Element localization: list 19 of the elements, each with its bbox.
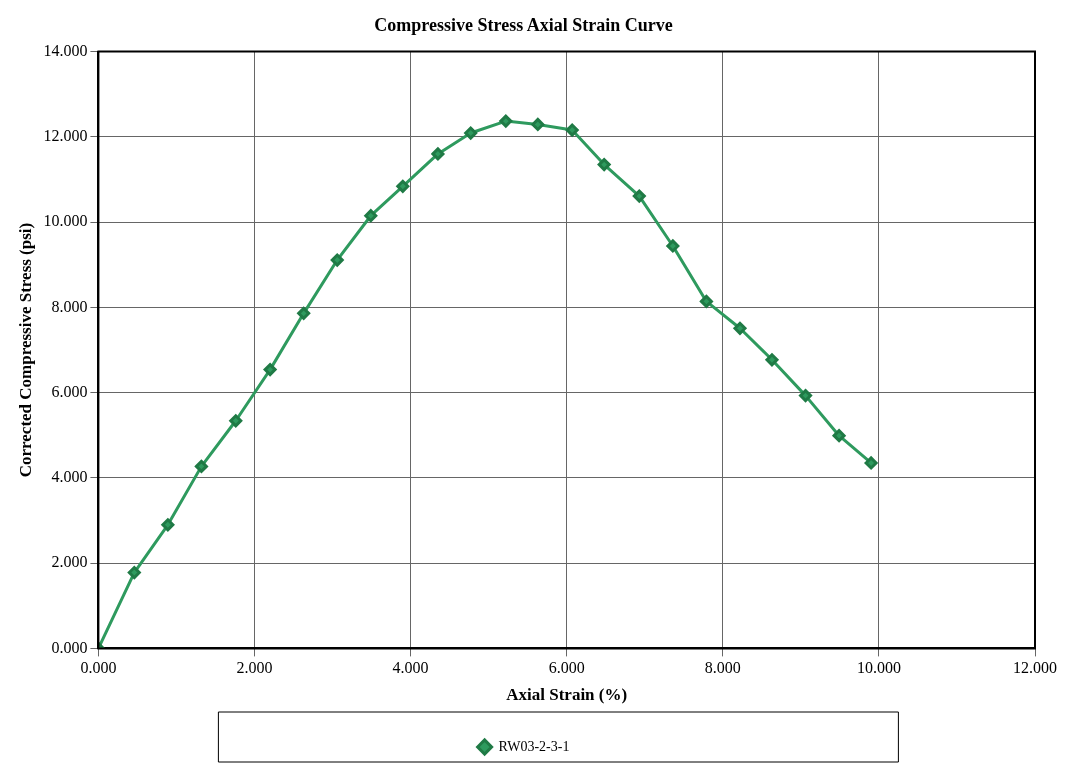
y-tick-label: 0.000 <box>51 638 88 656</box>
y-axis-title: Corrected Compressive Stress (psi) <box>15 222 35 478</box>
x-tick-label: 10.000 <box>856 659 901 677</box>
y-tick-label: 6.000 <box>51 382 88 400</box>
chart-title: Compressive Stress Axial Strain Curve <box>374 15 673 36</box>
x-tick-label: 2.000 <box>236 659 273 677</box>
x-tick-label: 12.000 <box>1013 659 1057 677</box>
y-tick-label: 12.000 <box>43 127 88 145</box>
y-tick-label: 10.000 <box>43 212 88 230</box>
y-tick-label: 8.000 <box>51 297 88 315</box>
x-tick-label: 0.000 <box>80 659 117 677</box>
x-tick-label: 8.000 <box>704 659 741 677</box>
y-tick-label: 14.000 <box>43 41 88 59</box>
x-tick-label: 4.000 <box>392 659 429 677</box>
legend-label: RW03-2-3-1 <box>498 738 570 754</box>
y-tick-label: 4.000 <box>51 468 88 486</box>
y-tick-label: 2.000 <box>51 553 88 571</box>
x-tick-label: 6.000 <box>548 659 585 677</box>
x-axis-title: Axial Strain (%) <box>506 685 628 705</box>
